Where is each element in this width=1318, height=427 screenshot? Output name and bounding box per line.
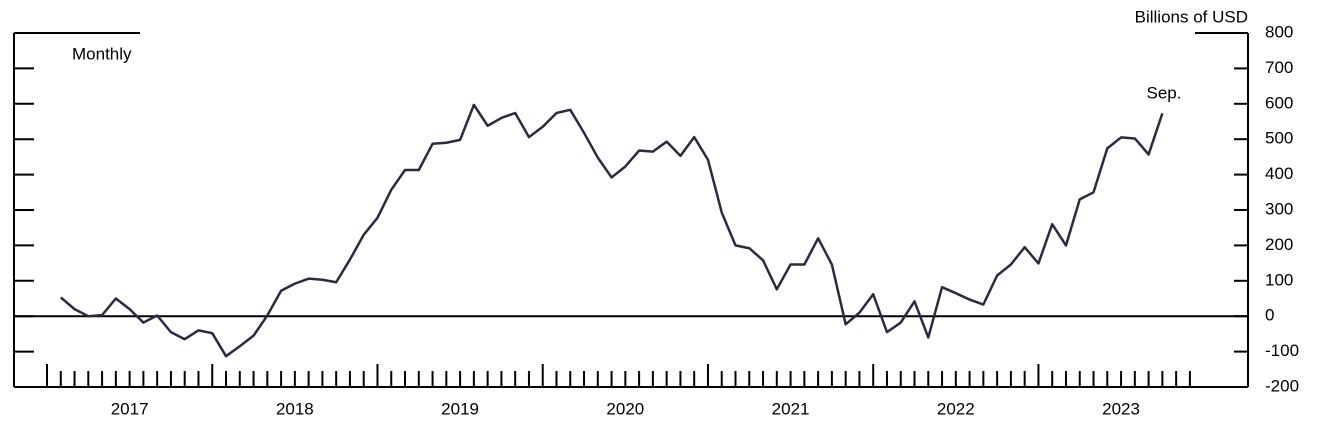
- annotation: Monthly: [72, 44, 132, 63]
- y-tick-label: -100: [1265, 341, 1299, 360]
- y-tick-label: 600: [1265, 93, 1293, 112]
- y-tick-label: 100: [1265, 270, 1293, 289]
- y-tick-label: 700: [1265, 58, 1293, 77]
- y-tick-label: 200: [1265, 235, 1293, 254]
- y-tick-label: 400: [1265, 164, 1293, 183]
- x-tick-label: 2022: [937, 399, 975, 418]
- x-tick-label: 2021: [772, 399, 810, 418]
- x-tick-label: 2023: [1102, 399, 1140, 418]
- x-tick-label: 2018: [276, 399, 314, 418]
- annotation: Sep.: [1147, 83, 1182, 102]
- y-axis-label: Billions of USD: [1135, 7, 1248, 26]
- x-tick-label: 2020: [606, 399, 644, 418]
- y-tick-label: 500: [1265, 129, 1293, 148]
- y-tick-label: 0: [1265, 306, 1274, 325]
- y-tick-label: 800: [1265, 22, 1293, 41]
- data-line: [59, 103, 1164, 358]
- y-tick-label: -200: [1265, 376, 1299, 395]
- x-tick-label: 2019: [441, 399, 479, 418]
- y-tick-label: 300: [1265, 199, 1293, 218]
- x-tick-label: 2017: [111, 399, 149, 418]
